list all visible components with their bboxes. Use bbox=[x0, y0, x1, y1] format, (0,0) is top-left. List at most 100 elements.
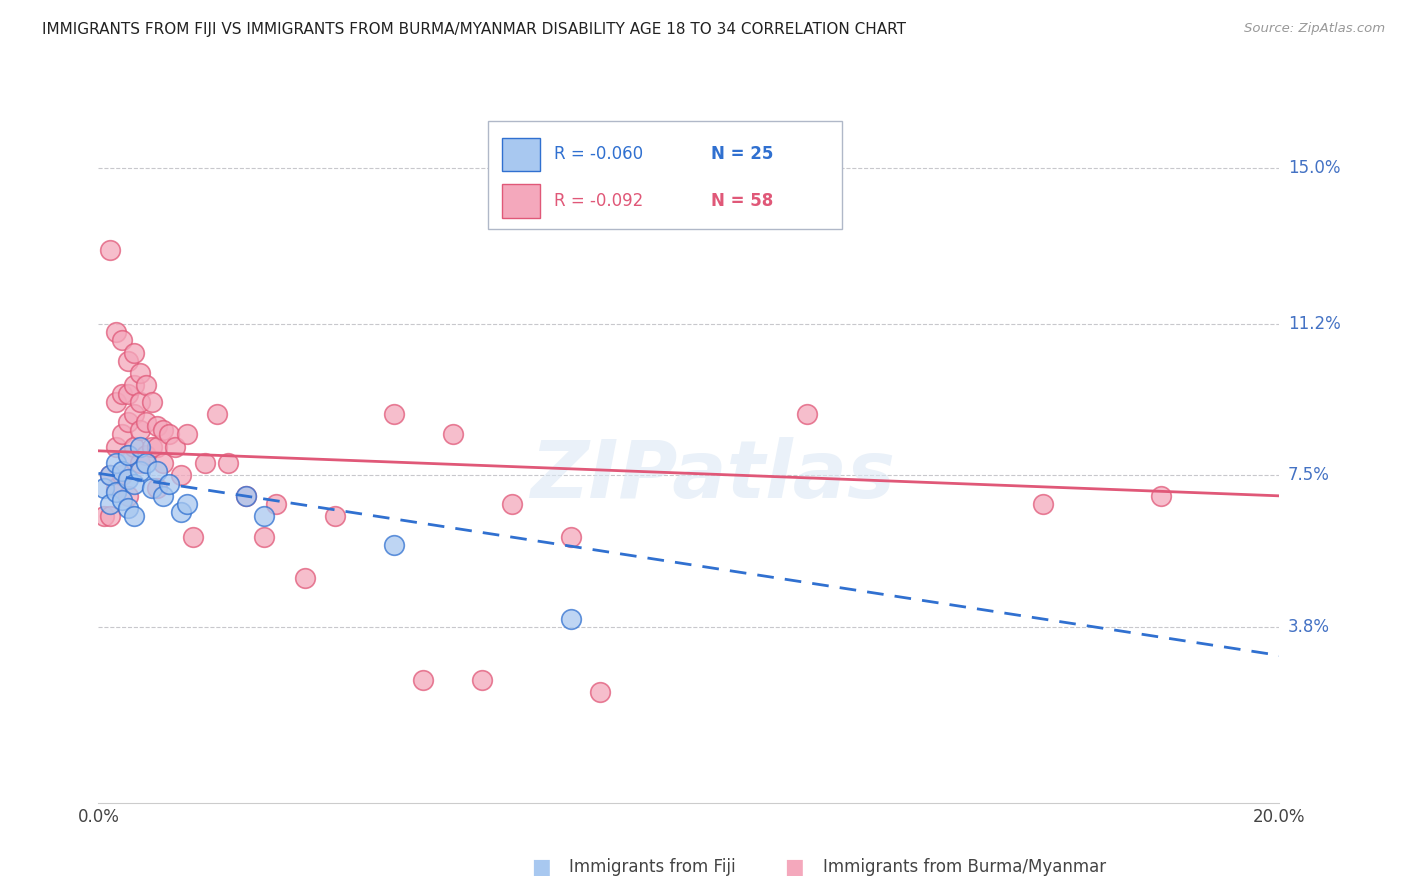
Point bbox=[205, 407, 228, 421]
Point bbox=[135, 415, 157, 429]
Point bbox=[176, 427, 198, 442]
Point bbox=[128, 456, 150, 470]
Point bbox=[141, 481, 163, 495]
Point bbox=[152, 423, 174, 437]
Point bbox=[235, 489, 257, 503]
Point bbox=[93, 509, 115, 524]
FancyBboxPatch shape bbox=[488, 121, 842, 229]
Text: 3.8%: 3.8% bbox=[1288, 618, 1330, 636]
Point bbox=[122, 509, 145, 524]
Point bbox=[152, 489, 174, 503]
Point bbox=[253, 509, 276, 524]
Point bbox=[146, 419, 169, 434]
Point bbox=[141, 394, 163, 409]
Point bbox=[194, 456, 217, 470]
Text: 11.2%: 11.2% bbox=[1288, 315, 1340, 333]
Text: R = -0.092: R = -0.092 bbox=[554, 192, 644, 210]
Point bbox=[111, 427, 134, 442]
Point bbox=[235, 489, 257, 503]
Point bbox=[253, 530, 276, 544]
Point bbox=[105, 481, 128, 495]
Point bbox=[1150, 489, 1173, 503]
Point bbox=[217, 456, 239, 470]
Point bbox=[111, 468, 134, 483]
Point bbox=[323, 509, 346, 524]
Point bbox=[294, 571, 316, 585]
FancyBboxPatch shape bbox=[502, 185, 540, 218]
Point bbox=[471, 673, 494, 687]
Point bbox=[176, 497, 198, 511]
Text: Immigrants from Fiji: Immigrants from Fiji bbox=[569, 858, 737, 876]
Point bbox=[117, 473, 139, 487]
Point bbox=[105, 484, 128, 499]
Point bbox=[560, 612, 582, 626]
Point bbox=[135, 378, 157, 392]
Point bbox=[117, 448, 139, 462]
Point bbox=[105, 456, 128, 470]
Point bbox=[157, 427, 180, 442]
Point bbox=[382, 538, 405, 552]
Point bbox=[122, 476, 145, 491]
Point bbox=[117, 489, 139, 503]
Point bbox=[122, 345, 145, 359]
Point bbox=[152, 456, 174, 470]
Point bbox=[105, 394, 128, 409]
Point bbox=[382, 407, 405, 421]
Point bbox=[111, 334, 134, 348]
Point bbox=[128, 394, 150, 409]
Point bbox=[264, 497, 287, 511]
Point bbox=[98, 468, 121, 483]
Point bbox=[165, 440, 187, 454]
Point bbox=[589, 685, 612, 699]
Point bbox=[117, 501, 139, 516]
Text: 7.5%: 7.5% bbox=[1288, 467, 1330, 484]
Text: N = 58: N = 58 bbox=[711, 192, 773, 210]
Point bbox=[412, 673, 434, 687]
Text: R = -0.060: R = -0.060 bbox=[554, 145, 644, 163]
Point bbox=[128, 464, 150, 478]
Text: ■: ■ bbox=[531, 857, 551, 877]
Text: IMMIGRANTS FROM FIJI VS IMMIGRANTS FROM BURMA/MYANMAR DISABILITY AGE 18 TO 34 CO: IMMIGRANTS FROM FIJI VS IMMIGRANTS FROM … bbox=[42, 22, 907, 37]
Point bbox=[98, 468, 121, 483]
Point bbox=[111, 492, 134, 507]
Point bbox=[157, 476, 180, 491]
Point bbox=[111, 464, 134, 478]
Text: Immigrants from Burma/Myanmar: Immigrants from Burma/Myanmar bbox=[823, 858, 1105, 876]
Point bbox=[170, 505, 193, 519]
Point bbox=[117, 448, 139, 462]
Text: ■: ■ bbox=[785, 857, 804, 877]
Point bbox=[146, 481, 169, 495]
Point bbox=[146, 440, 169, 454]
Point bbox=[170, 468, 193, 483]
Point bbox=[1032, 497, 1054, 511]
Point bbox=[135, 456, 157, 470]
Point bbox=[117, 415, 139, 429]
Point bbox=[146, 464, 169, 478]
Point bbox=[98, 244, 121, 258]
Point bbox=[111, 386, 134, 401]
Text: ZIPatlas: ZIPatlas bbox=[530, 437, 896, 515]
Point bbox=[128, 423, 150, 437]
Point bbox=[98, 497, 121, 511]
Point bbox=[93, 481, 115, 495]
Point bbox=[181, 530, 204, 544]
Text: Source: ZipAtlas.com: Source: ZipAtlas.com bbox=[1244, 22, 1385, 36]
Point bbox=[128, 440, 150, 454]
Point bbox=[128, 366, 150, 380]
Point bbox=[122, 407, 145, 421]
Point bbox=[105, 440, 128, 454]
Point bbox=[501, 497, 523, 511]
Point bbox=[796, 407, 818, 421]
FancyBboxPatch shape bbox=[502, 137, 540, 171]
Point bbox=[122, 440, 145, 454]
Point bbox=[560, 530, 582, 544]
Point bbox=[117, 386, 139, 401]
Point bbox=[135, 448, 157, 462]
Text: 15.0%: 15.0% bbox=[1288, 160, 1340, 178]
Point bbox=[105, 325, 128, 339]
Point bbox=[117, 353, 139, 368]
Point bbox=[98, 509, 121, 524]
Point bbox=[122, 378, 145, 392]
Point bbox=[441, 427, 464, 442]
Point bbox=[141, 440, 163, 454]
